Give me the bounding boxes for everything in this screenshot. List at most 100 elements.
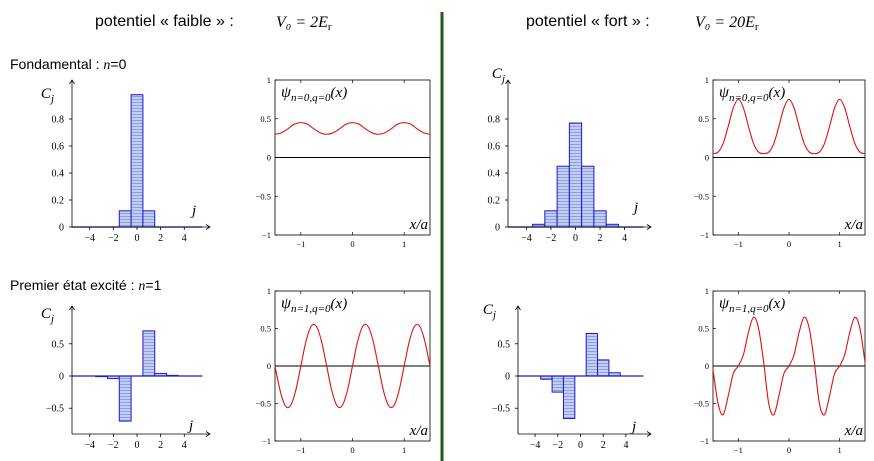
- y-axis-label: Cj: [41, 306, 54, 325]
- bar-j2: [593, 210, 607, 228]
- wave-chart-wave-strong-n0: −1 −0.5 0 0.5 1 −1 0 1 ψn=0,q=0(x) x/a: [694, 75, 866, 249]
- header-left-formula: V₀ = 2Er: [276, 14, 332, 33]
- x-tick-label: −2: [546, 233, 557, 244]
- bar-j2: [597, 359, 610, 377]
- y-tick-label: −1: [262, 230, 271, 240]
- y-tick-label: 0.4: [488, 169, 501, 180]
- wave-title: ψn=1,q=0(x): [719, 295, 785, 315]
- x-tick-label: 4: [623, 440, 628, 451]
- x-tick-label: 0: [573, 233, 578, 244]
- bar-j1: [581, 165, 595, 228]
- x-tick-label: 0: [787, 239, 791, 249]
- wave-title: ψn=1,q=0(x): [281, 295, 347, 315]
- x-tick-label: 1: [838, 445, 842, 455]
- y-tick-label: 0.5: [498, 339, 511, 350]
- y-tick-label: 0.5: [698, 114, 709, 124]
- row-label-ground: Fondamental : n=0: [10, 56, 127, 73]
- y-axis-label: Cj: [41, 86, 54, 105]
- bar-j1: [585, 332, 599, 377]
- y-tick-label: −1: [700, 436, 709, 446]
- wavefunction-line: [274, 323, 431, 409]
- x-tick-label: 2: [598, 233, 603, 244]
- x-tick-label: 2: [158, 233, 163, 244]
- header-right-formula: V₀ = 20Er: [695, 14, 759, 33]
- y-tick-label: 0: [59, 372, 64, 383]
- y-tick-label: 0.4: [52, 169, 65, 180]
- y-tick-label: 0.5: [260, 114, 271, 124]
- y-tick-label: 0.6: [488, 142, 501, 153]
- x-tick-label: 0: [135, 440, 140, 451]
- y-tick-label: 0: [705, 153, 709, 163]
- x-axis-label: x/a: [409, 423, 428, 439]
- x-axis-label: j: [632, 200, 638, 216]
- y-tick-label: 0: [495, 223, 500, 234]
- wave-title: ψn=0,q=0(x): [281, 84, 347, 104]
- x-tick-label: −4: [84, 233, 95, 244]
- y-tick-label: 0.6: [52, 142, 65, 153]
- x-tick-label: 4: [622, 233, 627, 244]
- x-tick-label: −2: [552, 440, 563, 451]
- bar-j1: [142, 210, 156, 228]
- wavefunction-line: [274, 122, 431, 135]
- bar-j-2: [544, 210, 558, 228]
- y-axis-arrow: [515, 305, 521, 311]
- x-tick-label: 0: [350, 239, 354, 249]
- x-tick-label: −1: [734, 445, 743, 455]
- wave-chart-wave-weak-n0: −1 −0.5 0 0.5 1 −1 0 1 ψn=0,q=0(x) x/a: [256, 75, 431, 249]
- x-tick-label: 1: [402, 239, 406, 249]
- x-axis-label: x/a: [844, 217, 863, 233]
- x-tick-label: 1: [402, 445, 406, 455]
- x-tick-label: 2: [158, 440, 163, 451]
- y-tick-label: 0: [505, 372, 510, 383]
- bar-j-1: [118, 375, 132, 422]
- y-tick-label: 0.8: [488, 115, 501, 126]
- y-axis-arrow: [505, 79, 511, 85]
- x-tick-label: 0: [578, 440, 583, 451]
- bar-j-1: [556, 165, 570, 228]
- x-axis-label: j: [630, 419, 636, 435]
- bar-j0: [130, 94, 144, 228]
- y-tick-label: 1: [267, 75, 271, 85]
- y-tick-label: 0: [59, 223, 64, 234]
- y-axis-arrow: [69, 79, 75, 85]
- y-tick-label: 0.5: [698, 324, 709, 334]
- y-axis-label: Cj: [492, 66, 505, 85]
- bar-chart-bar-strong-n1: −0.5 0 0.5 −4 −2 0 2 4 Cj j: [483, 302, 652, 451]
- x-tick-label: −4: [84, 440, 95, 451]
- y-tick-label: −0.5: [46, 404, 64, 415]
- y-tick-label: −0.5: [256, 191, 271, 201]
- y-tick-label: −1: [700, 230, 709, 240]
- y-tick-label: −0.5: [694, 399, 709, 409]
- bar-j-2: [551, 375, 564, 393]
- x-tick-label: −4: [521, 233, 532, 244]
- y-tick-label: 0: [267, 153, 271, 163]
- x-tick-label: 2: [601, 440, 606, 451]
- bar-j1: [142, 330, 156, 377]
- y-tick-label: 0.5: [260, 324, 271, 334]
- bar-j0: [568, 122, 583, 228]
- x-tick-label: −1: [296, 445, 305, 455]
- wavefunction-line: [712, 316, 866, 416]
- y-tick-label: 0: [267, 361, 271, 371]
- y-axis-arrow: [69, 305, 75, 311]
- header-left-text: potentiel « faible » :: [95, 13, 234, 30]
- y-tick-label: 1: [705, 286, 709, 296]
- wave-title: ψn=0,q=0(x): [719, 84, 785, 104]
- x-tick-label: −4: [530, 440, 541, 451]
- y-tick-label: 0.2: [488, 196, 501, 207]
- bar-chart-bar-weak-n0: 0 0.2 0.4 0.6 0.8 −4 −2 0 2 4 Cj j: [41, 79, 211, 244]
- x-axis-label: x/a: [844, 423, 863, 439]
- x-axis-arrow: [205, 431, 211, 437]
- y-tick-label: −0.5: [256, 399, 271, 409]
- y-tick-label: 1: [705, 75, 709, 85]
- bar-chart-bar-strong-n0: 0 0.2 0.4 0.6 0.8 −4 −2 0 2 4 Cj j: [488, 66, 652, 244]
- x-tick-label: −2: [108, 233, 119, 244]
- y-tick-label: 0.8: [52, 115, 65, 126]
- wavefunction-line: [712, 98, 866, 155]
- bar-j-1: [562, 375, 576, 420]
- wave-chart-wave-weak-n1: −1 −0.5 0 0.5 1 −1 0 1 ψn=1,q=0(x) x/a: [256, 286, 431, 455]
- x-axis-arrow: [646, 224, 652, 230]
- x-tick-label: 0: [350, 445, 354, 455]
- y-tick-label: 1: [267, 286, 271, 296]
